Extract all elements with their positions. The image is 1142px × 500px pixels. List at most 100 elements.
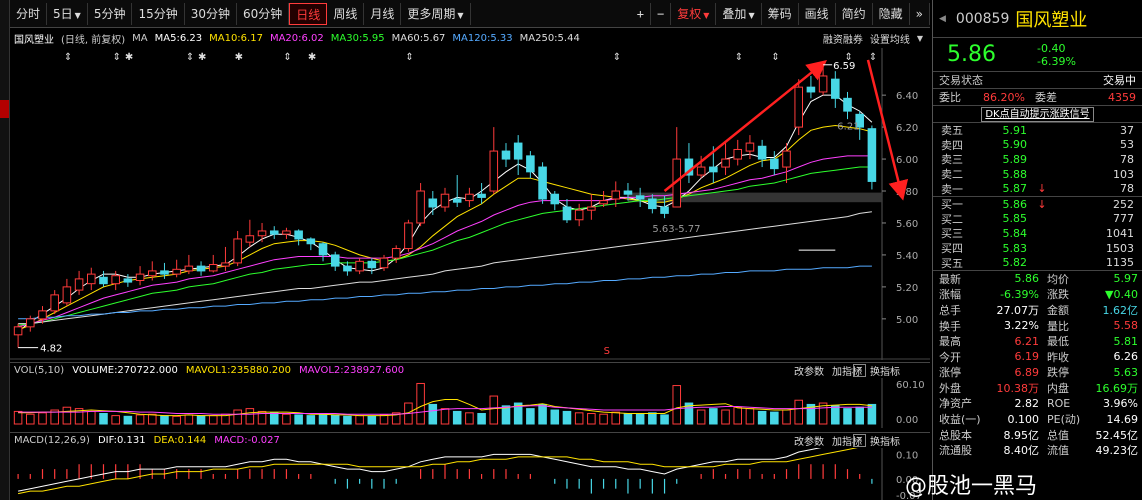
draw-line-button[interactable]: 画线 <box>799 2 836 25</box>
candle-body <box>757 145 767 160</box>
candle-body <box>501 150 511 160</box>
ask-level-3[interactable]: 卖三 5.89 78 <box>933 152 1142 167</box>
candle-body <box>391 248 401 259</box>
arrow-left-icon[interactable]: ◀ <box>939 13 946 24</box>
range-label: 5.63-5.77 <box>652 224 700 235</box>
ask-level-2[interactable]: 卖四 5.90 53 <box>933 138 1142 153</box>
left-side-tab-strip[interactable] <box>0 0 10 500</box>
bid-level-2[interactable]: 买二 5.85 777 <box>933 212 1142 227</box>
book-price: 5.89 <box>1002 152 1028 166</box>
ma-line-ma10 <box>17 124 873 331</box>
volume-bar <box>806 403 816 425</box>
volume-bar <box>611 411 621 425</box>
hide-button[interactable]: 隐藏 <box>873 2 910 25</box>
tab-5day[interactable]: 5日 ▼ <box>47 2 88 25</box>
stock-code: 000859 <box>955 10 1010 27</box>
simple-button[interactable]: 简约 <box>836 2 873 25</box>
ask-level-4[interactable]: 卖二 5.88 103 <box>933 167 1142 182</box>
price-tick-label: 5.00 <box>896 315 918 326</box>
chevron-down-icon: ▼ <box>457 10 464 20</box>
bid-level-4[interactable]: 买四 5.83 1503 <box>933 241 1142 256</box>
candle-body <box>221 262 230 267</box>
book-label: 卖二 <box>941 168 963 182</box>
tab-more-periods[interactable]: 更多周期 ▼ <box>401 2 471 25</box>
candle-body <box>867 128 877 182</box>
ask-level-5[interactable]: 卖一 5.87 ↓ 78 <box>933 181 1142 196</box>
macd-add-indicator-button[interactable]: 加指标 <box>832 437 862 448</box>
period-toolbar: 分时 5日 ▼ 5分钟 15分钟 30分钟 60分钟 日线 周线 月线 更多周期 ▼… <box>10 0 930 28</box>
ma-line-ma30 <box>18 166 872 326</box>
tab-weekly[interactable]: 周线 <box>327 2 365 25</box>
candle-body <box>611 190 621 200</box>
candle-body <box>245 235 255 243</box>
ma-line-ma120 <box>18 265 872 320</box>
macd-switch-indicator-button[interactable]: 换指标 <box>870 437 900 448</box>
stat-label: 流值 <box>1047 444 1069 458</box>
adjust-button[interactable]: 复权 ▼ <box>671 2 717 25</box>
stat-label: 涨跌 <box>1047 288 1069 302</box>
detail-stats: 最新 5.86 均价 5.97 涨幅 -6.39% 涨跌 ▼0.40 总手 27.07万 金额 1.6… <box>933 271 1142 458</box>
candle-body <box>355 260 364 272</box>
left-side-tab-active[interactable] <box>0 100 9 118</box>
macd-params-button[interactable]: 改参数 <box>794 437 824 448</box>
stat-value: 6.21 <box>1014 334 1040 348</box>
stat-label: 外盘 <box>939 381 961 395</box>
tab-5min[interactable]: 5分钟 <box>88 2 133 25</box>
candle-body <box>269 230 279 235</box>
tab-daily[interactable]: 日线 <box>289 2 328 25</box>
chart-mode-label: (日线, 前复权) <box>61 34 126 46</box>
margin-trading-link[interactable]: 融资融券 <box>822 34 863 46</box>
volume-bar <box>123 415 133 425</box>
tab-intraday[interactable]: 分时 <box>10 2 48 25</box>
volume-chart[interactable]: 60.10 0.00 <box>10 378 930 428</box>
ma-setting-link[interactable]: 设置均线 <box>869 34 910 46</box>
vol-params-button[interactable]: 改参数 <box>794 367 824 378</box>
ask-level-1[interactable]: 卖五 5.91 37 <box>933 123 1142 138</box>
candle-body <box>379 257 389 269</box>
tab-30min[interactable]: 30分钟 <box>185 2 238 25</box>
event-marker-icon: ✱ <box>198 52 206 63</box>
stat-label: 最新 <box>939 272 961 286</box>
volume-bar <box>867 403 877 425</box>
book-price: 5.82 <box>1002 256 1028 270</box>
vol-switch-indicator-button[interactable]: 换指标 <box>870 367 900 378</box>
book-price: 5.91 <box>1002 123 1028 137</box>
bid-level-3[interactable]: 买三 5.84 1041 <box>933 226 1142 241</box>
macd-close-icon[interactable]: × <box>853 434 866 447</box>
dk-signal-row: DK点自动提示涨跌信号 <box>933 106 1142 123</box>
stat-value: ▼0.40 <box>1105 287 1138 301</box>
stat-value: 5.58 <box>1113 319 1139 333</box>
volume-bar <box>196 415 206 425</box>
tab-15min[interactable]: 15分钟 <box>132 2 185 25</box>
chips-button[interactable]: 筹码 <box>762 2 799 25</box>
candlestick-chart[interactable]: 6.406.206.005.805.605.405.205.00⇕ ⇕ ✱ ⇕ ✱ ✱ ⇕ ✱… <box>10 48 930 360</box>
price-tick-label: 5.20 <box>896 283 918 294</box>
bid-level-5[interactable]: 买五 5.82 1135 <box>933 255 1142 270</box>
vol-add-indicator-button[interactable]: 加指标 <box>832 367 862 378</box>
event-marker-icon: ✱ <box>308 52 316 63</box>
stat-label: 昨收 <box>1047 350 1069 364</box>
volume-bar <box>87 410 96 425</box>
expand-arrow-icon[interactable]: » <box>910 2 930 25</box>
volume-bar <box>391 412 401 425</box>
volume-bar <box>62 406 72 425</box>
stat-label: 跌停 <box>1047 366 1069 380</box>
zoom-in-button[interactable]: + <box>631 2 652 25</box>
macd-chart[interactable]: 0.10 0.00 -0.07 <box>10 448 930 500</box>
vol-close-icon[interactable]: × <box>853 364 866 377</box>
tab-monthly[interactable]: 月线 <box>364 2 402 25</box>
stock-name: 国风塑业 <box>1015 9 1088 31</box>
overlay-button[interactable]: 叠加 ▼ <box>716 2 762 25</box>
stat-label: 收益(一) <box>939 413 981 427</box>
high-price-label: 6.59 <box>833 61 855 72</box>
bid-level-1[interactable]: 买一 5.86 ↓ 252 <box>933 197 1142 212</box>
stat-row: 流通股 8.40亿 流值 49.23亿 <box>933 442 1142 458</box>
dk-signal-link[interactable]: DK点自动提示涨跌信号 <box>981 106 1094 122</box>
tab-60min[interactable]: 60分钟 <box>237 2 290 25</box>
candle-body <box>367 260 377 269</box>
price-tick-label: 6.20 <box>896 123 918 134</box>
event-marker-icon: ⇕ <box>771 52 779 63</box>
volume-bar <box>306 415 316 425</box>
zoom-out-button[interactable]: − <box>651 2 672 25</box>
